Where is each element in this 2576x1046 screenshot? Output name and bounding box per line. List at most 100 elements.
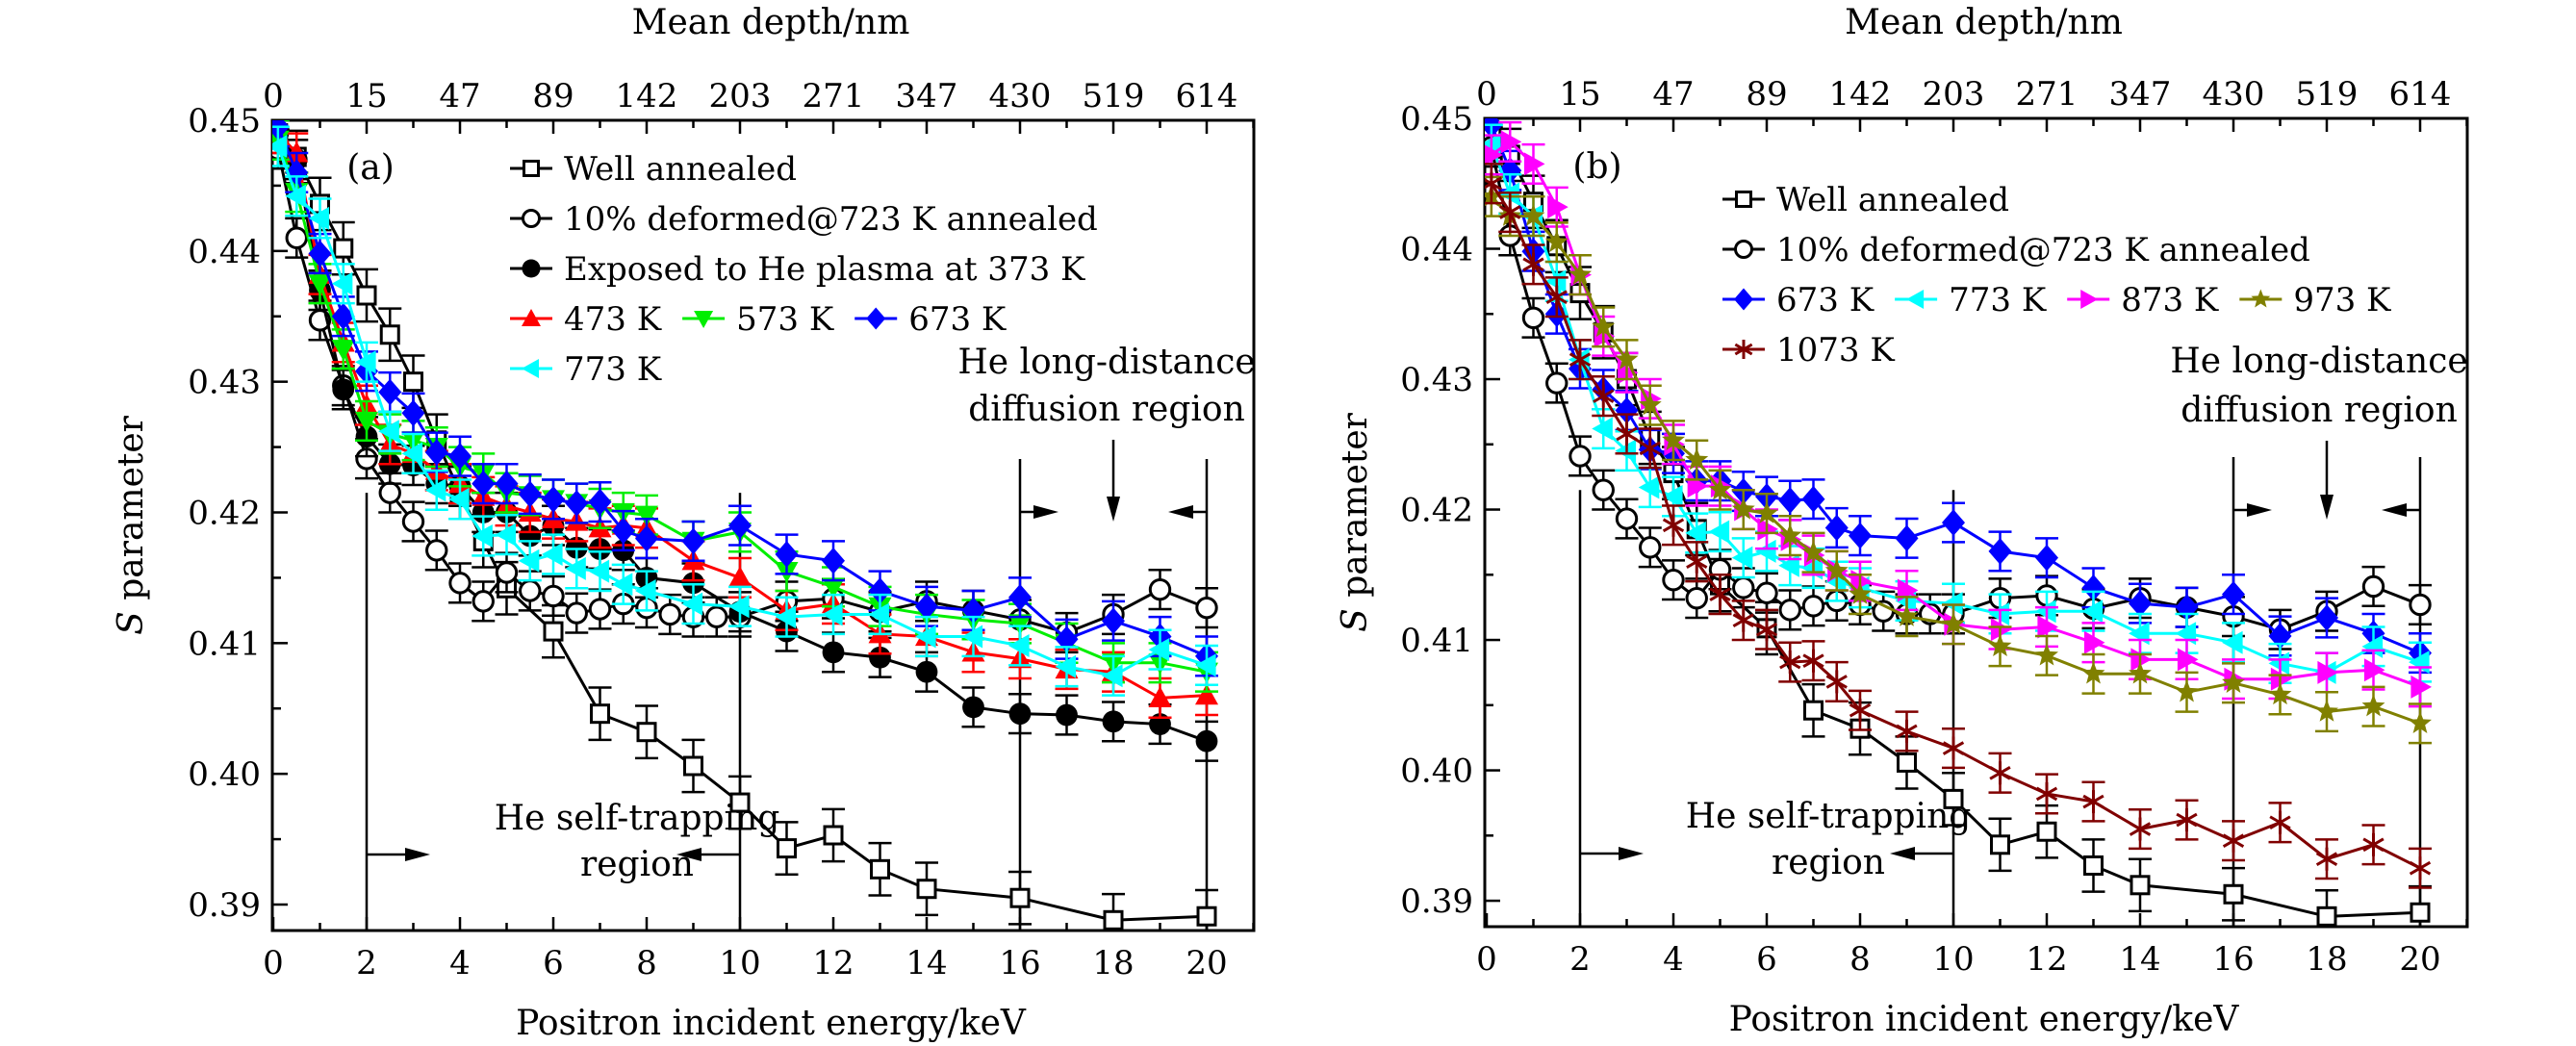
- y-axis-title-rest: parameter: [1336, 412, 1375, 608]
- data-point: [1942, 736, 1965, 760]
- data-point: [2129, 661, 2152, 684]
- data-point: [1989, 761, 2011, 785]
- arrow-left-icon: [676, 848, 701, 861]
- y-tick-label: 0.42: [1400, 492, 1473, 530]
- data-point: [1148, 638, 1170, 662]
- data-point: [1485, 184, 1503, 207]
- data-point: [424, 478, 446, 502]
- series-773-k: [272, 125, 1218, 697]
- series-973-k: [1485, 175, 2432, 745]
- data-point: [729, 792, 751, 813]
- data-point: [401, 510, 425, 533]
- legend-marker: [2251, 289, 2271, 308]
- arrow-right-icon: [1033, 505, 1058, 519]
- data-point: [2315, 847, 2338, 871]
- data-point: [611, 573, 633, 597]
- legend-label: 573 K: [736, 300, 834, 339]
- data-point: [1102, 664, 1123, 688]
- data-point: [588, 598, 612, 621]
- data-point: [2035, 544, 2058, 572]
- data-point: [683, 755, 703, 777]
- legend-marker: [1734, 240, 1753, 259]
- data-point: [1055, 654, 1077, 678]
- data-point: [822, 641, 845, 664]
- legend-label: 873 K: [2121, 281, 2219, 319]
- legend-label: 10% deformed@723 K annealed: [1776, 231, 2310, 269]
- legend-item: 973 K: [2239, 281, 2391, 319]
- data-point: [1709, 582, 1731, 606]
- data-point: [1685, 447, 1709, 471]
- data-point: [2409, 593, 2432, 617]
- data-point: [1779, 651, 1801, 675]
- data-point: [1778, 523, 1802, 546]
- legend-marker: [522, 259, 541, 278]
- data-point: [1943, 788, 1964, 809]
- data-point: [1732, 608, 1754, 632]
- x-tick-label: 0: [1476, 940, 1497, 979]
- data-point: [1008, 583, 1032, 611]
- plot-frame: [1483, 116, 2469, 929]
- data-point: [519, 579, 542, 602]
- data-point: [1755, 581, 1778, 604]
- data-point: [2081, 661, 2105, 684]
- legend-item: 673 K: [854, 300, 1007, 339]
- data-point: [1008, 702, 1032, 726]
- data-point: [1615, 507, 1639, 530]
- data-point: [777, 838, 797, 859]
- top-x-tick-label: 430: [2203, 75, 2265, 114]
- panel-label: (b): [1572, 147, 1621, 187]
- legend: Well annealed 10% deformed@723 K annealed…: [1722, 181, 2391, 370]
- data-point: [868, 602, 890, 626]
- x-tick-label: 0: [263, 944, 284, 982]
- data-point: [1942, 592, 1963, 616]
- data-point: [518, 480, 542, 508]
- data-point: [2037, 615, 2058, 639]
- data-point: [636, 722, 657, 743]
- legend-label: 1073 K: [1776, 331, 1895, 370]
- x-tick-label: 18: [2306, 940, 2347, 979]
- data-point: [2409, 711, 2432, 733]
- data-point: [1500, 130, 1522, 154]
- data-point: [1545, 371, 1569, 395]
- data-point: [728, 566, 752, 588]
- y-axis: 0.39 0.40 0.41 0.42 0.43 0.44 0.45: [188, 102, 288, 925]
- y-tick-label: 0.45: [188, 102, 261, 140]
- data-point: [2361, 574, 2385, 599]
- data-point: [424, 439, 448, 466]
- y-axis: 0.39 0.40 0.41 0.42 0.43 0.44 0.45: [1400, 100, 1500, 921]
- x-tick-label: 4: [449, 944, 471, 982]
- legend-marker: [522, 309, 541, 326]
- top-x-tick-label: 271: [803, 77, 865, 115]
- data-point: [916, 879, 937, 900]
- data-point: [1755, 500, 1778, 523]
- data-point: [915, 593, 938, 621]
- data-point: [1896, 719, 1918, 743]
- data-point: [565, 490, 589, 517]
- data-point: [472, 523, 493, 548]
- data-point: [1195, 729, 1218, 753]
- data-point: [2362, 832, 2385, 856]
- y-tick-label: 0.41: [1400, 622, 1473, 660]
- long-distance-annotation-line2: diffusion region: [968, 390, 1245, 429]
- top-x-tick-label: 47: [439, 77, 480, 115]
- data-point: [822, 577, 845, 599]
- legend-label: Well annealed: [1776, 181, 2009, 219]
- data-point: [2410, 902, 2431, 923]
- data-point: [448, 572, 472, 595]
- long-distance-annotation-line1: He long-distance: [2170, 342, 2467, 381]
- data-point: [1731, 497, 1755, 520]
- data-point: [1732, 576, 1755, 600]
- data-point: [2177, 648, 2199, 672]
- arrow-left-icon: [1890, 847, 1915, 860]
- x-tick-label: 6: [1756, 940, 1777, 979]
- data-point: [588, 559, 610, 583]
- data-point: [1942, 509, 1965, 536]
- legend-marker: [694, 311, 714, 328]
- data-point: [1569, 263, 1592, 285]
- data-point: [962, 696, 984, 719]
- data-point: [1498, 157, 1522, 185]
- arrow-right-icon: [1619, 847, 1644, 860]
- data-point: [635, 505, 658, 527]
- data-point: [681, 592, 703, 616]
